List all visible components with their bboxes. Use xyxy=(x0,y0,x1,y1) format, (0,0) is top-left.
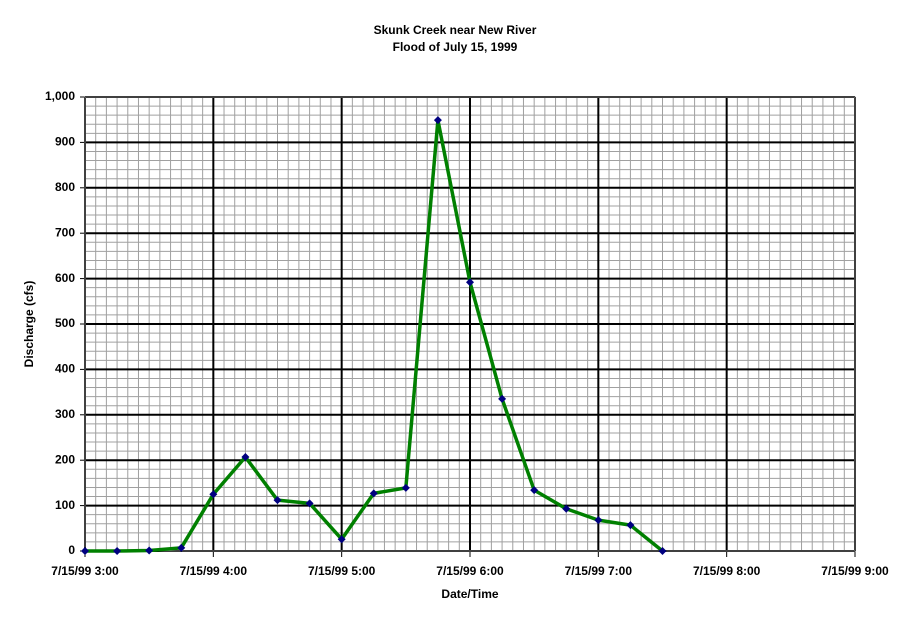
y-tick-label: 1,000 xyxy=(45,89,75,103)
data-point xyxy=(401,483,410,492)
y-tick-label: 400 xyxy=(55,362,75,376)
x-tick-label: 7/15/99 4:00 xyxy=(180,564,248,578)
data-point xyxy=(273,496,282,505)
data-point xyxy=(337,535,346,544)
chart-subtitle: Flood of July 15, 1999 xyxy=(393,40,518,54)
plot-border xyxy=(84,96,856,552)
x-tick-label: 7/15/99 3:00 xyxy=(51,564,119,578)
data-point xyxy=(498,394,507,403)
data-point xyxy=(305,499,314,508)
data-point xyxy=(658,547,667,555)
y-tick-label: 600 xyxy=(55,271,75,285)
x-tick-label: 7/15/99 7:00 xyxy=(565,564,633,578)
data-point xyxy=(369,489,378,498)
y-tick-label: 500 xyxy=(55,316,75,330)
data-point xyxy=(209,490,218,499)
data-point xyxy=(177,543,186,552)
x-axis-label: Date/Time xyxy=(441,587,498,601)
data-point xyxy=(81,547,89,555)
y-tick-label: 300 xyxy=(55,407,75,421)
y-tick-label: 200 xyxy=(55,452,75,466)
x-tick-label: 7/15/99 5:00 xyxy=(308,564,376,578)
data-point xyxy=(241,453,250,462)
y-tick-label: 800 xyxy=(55,180,75,194)
chart-title: Skunk Creek near New River xyxy=(374,23,537,37)
y-tick-label: 0 xyxy=(68,543,75,557)
data-point xyxy=(433,116,442,125)
data-point xyxy=(594,516,603,525)
y-axis-label: Discharge (cfs) xyxy=(22,281,36,368)
data-point xyxy=(113,547,122,555)
data-point xyxy=(145,546,154,555)
y-tick-label: 900 xyxy=(55,135,75,149)
y-tick-label: 100 xyxy=(55,498,75,512)
data-point xyxy=(466,278,474,287)
x-tick-label: 7/15/99 6:00 xyxy=(436,564,504,578)
x-tick-label: 7/15/99 9:00 xyxy=(821,564,889,578)
data-point xyxy=(530,486,539,495)
data-point xyxy=(626,521,635,530)
data-point xyxy=(562,504,571,513)
x-tick-label: 7/15/99 8:00 xyxy=(693,564,761,578)
y-tick-label: 700 xyxy=(55,225,75,239)
